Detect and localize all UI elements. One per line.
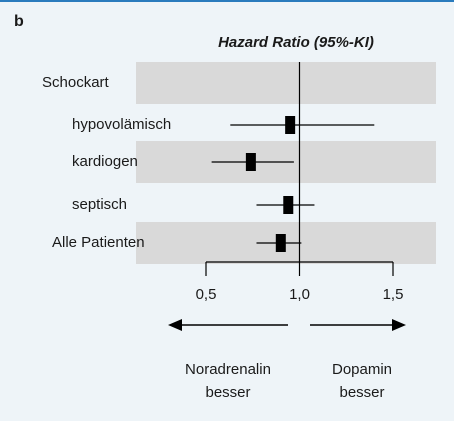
x-tick-label: 1,5 xyxy=(383,286,404,303)
chart-title: Hazard Ratio (95%-KI) xyxy=(218,34,374,51)
category-label: Alle Patienten xyxy=(52,234,145,251)
direction-label: besser xyxy=(339,384,384,401)
point-estimate xyxy=(245,153,256,171)
top-border xyxy=(0,0,454,2)
category-label: Schockart xyxy=(42,74,110,91)
category-label: hypovolämisch xyxy=(72,116,171,133)
category-label: septisch xyxy=(72,196,127,213)
x-tick-label: 1,0 xyxy=(289,286,310,303)
panel-label: b xyxy=(14,13,24,30)
direction-label: Noradrenalin xyxy=(185,361,271,378)
row-band xyxy=(136,62,436,104)
point-estimate xyxy=(275,234,286,252)
point-estimate xyxy=(285,116,296,134)
direction-label: besser xyxy=(205,384,250,401)
direction-label: Dopamin xyxy=(332,361,392,378)
point-estimate xyxy=(283,196,294,214)
arrow-head xyxy=(168,319,182,331)
arrow-head xyxy=(392,319,406,331)
category-label: kardiogen xyxy=(72,153,138,170)
x-tick-label: 0,5 xyxy=(196,286,217,303)
